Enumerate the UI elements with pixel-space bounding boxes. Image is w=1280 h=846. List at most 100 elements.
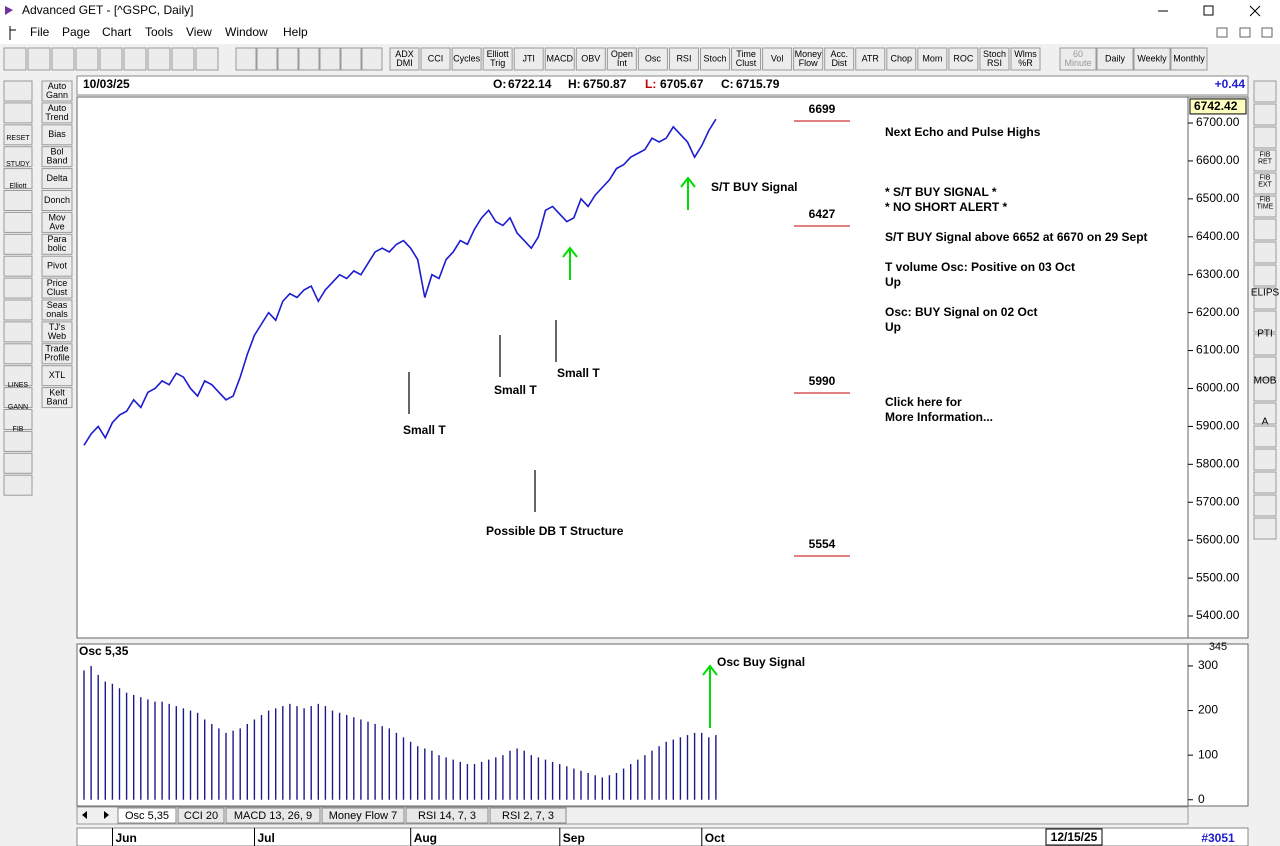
tool-button[interactable] (235, 47, 257, 71)
indicator-button[interactable] (886, 47, 917, 71)
right-tool-button[interactable] (1253, 471, 1277, 494)
tool-button[interactable] (99, 47, 123, 71)
indicator-button[interactable] (420, 47, 451, 71)
left-tool-button[interactable] (3, 211, 33, 233)
left-tool-button[interactable] (3, 80, 33, 102)
right-tool-button[interactable] (1253, 149, 1277, 172)
left-tool-button[interactable] (3, 299, 33, 321)
right-tool-button[interactable] (1253, 195, 1277, 218)
right-tool-button[interactable] (1253, 172, 1277, 195)
indicator-button[interactable] (855, 47, 886, 71)
tool-button[interactable] (51, 47, 75, 71)
tool-button[interactable] (27, 47, 51, 71)
left-tool-button[interactable] (3, 255, 33, 277)
right-tool-button[interactable] (1253, 126, 1277, 149)
study-button[interactable] (41, 146, 73, 168)
menu-item[interactable]: View (186, 25, 212, 39)
menu-item[interactable]: Tools (145, 25, 173, 39)
timeframe-button[interactable] (1170, 47, 1208, 71)
left-tool-button[interactable] (3, 430, 33, 452)
indicator-button[interactable] (948, 47, 979, 71)
right-tool-button[interactable] (1253, 379, 1277, 402)
tab[interactable] (225, 807, 321, 824)
indicator-button[interactable] (1010, 47, 1041, 71)
tool-button[interactable] (340, 47, 362, 71)
study-button[interactable] (41, 168, 73, 190)
timeframe-button[interactable] (1059, 47, 1097, 71)
left-tool-button[interactable] (3, 168, 33, 190)
close[interactable] (1249, 5, 1261, 17)
indicator-button[interactable] (731, 47, 762, 71)
tab[interactable] (489, 807, 567, 824)
study-button[interactable] (41, 233, 73, 255)
tool-button[interactable] (256, 47, 278, 71)
timeframe-button[interactable] (1133, 47, 1171, 71)
right-tool-button[interactable] (1253, 241, 1277, 264)
left-tool-button[interactable] (3, 452, 33, 474)
tool-button[interactable] (319, 47, 341, 71)
tab[interactable] (405, 807, 489, 824)
left-tool-button[interactable] (3, 321, 33, 343)
indicator-button[interactable] (451, 47, 482, 71)
indicator-button[interactable] (544, 47, 575, 71)
indicator-button[interactable] (668, 47, 699, 71)
timeframe-button[interactable] (1096, 47, 1134, 71)
tool-button[interactable] (277, 47, 299, 71)
study-button[interactable] (41, 299, 73, 321)
scroll-right[interactable] (104, 811, 109, 819)
left-tool-button[interactable] (3, 343, 33, 365)
indicator-button[interactable] (793, 47, 824, 71)
study-button[interactable] (41, 255, 73, 277)
right-tool-button[interactable] (1253, 310, 1277, 333)
study-button[interactable] (41, 321, 73, 343)
right-tool-button[interactable] (1253, 103, 1277, 126)
study-button[interactable] (41, 211, 73, 233)
study-button[interactable] (41, 190, 73, 211)
indicator-button[interactable] (575, 47, 606, 71)
left-tool-button[interactable] (3, 409, 33, 430)
study-button[interactable] (41, 80, 73, 102)
menu-item[interactable]: Page (62, 25, 90, 39)
tool-button[interactable] (361, 47, 383, 71)
study-button[interactable] (41, 365, 73, 387)
indicator-button[interactable] (979, 47, 1010, 71)
left-tool-button[interactable] (3, 146, 33, 168)
right-tool-button[interactable] (1253, 494, 1277, 517)
indicator-button[interactable] (606, 47, 637, 71)
tool-button[interactable] (123, 47, 147, 71)
menu-item[interactable]: Help (283, 25, 308, 39)
note[interactable]: Click here for (885, 395, 962, 409)
scroll-left[interactable] (82, 811, 87, 819)
tab[interactable] (117, 807, 177, 824)
left-tool-button[interactable] (3, 190, 33, 211)
indicator-button[interactable] (700, 47, 730, 71)
left-tool-button[interactable] (3, 365, 33, 387)
left-tool-button[interactable] (3, 474, 33, 496)
right-tool-button[interactable] (1253, 425, 1277, 448)
tool-button[interactable] (298, 47, 320, 71)
right-tool-button[interactable] (1253, 80, 1277, 103)
tab[interactable] (321, 807, 405, 824)
indicator-button[interactable] (389, 47, 420, 71)
tool-button[interactable] (147, 47, 171, 71)
study-button[interactable] (41, 277, 73, 299)
left-tool-button[interactable] (3, 277, 33, 299)
left-tool-button[interactable] (3, 233, 33, 255)
indicator-button[interactable] (917, 47, 948, 71)
right-tool-button[interactable] (1253, 517, 1277, 540)
right-tool-button[interactable] (1253, 402, 1277, 425)
study-button[interactable] (41, 124, 73, 146)
note[interactable]: More Information... (885, 410, 993, 424)
mdi-control[interactable] (1239, 27, 1251, 38)
indicator-button[interactable] (824, 47, 855, 71)
right-tool-button[interactable] (1253, 356, 1277, 379)
mdi-control[interactable] (1261, 27, 1273, 38)
tab[interactable] (177, 807, 225, 824)
mdi-control[interactable] (1216, 27, 1228, 38)
right-tool-button[interactable] (1253, 287, 1277, 310)
indicator-button[interactable] (482, 47, 513, 71)
tool-button[interactable] (75, 47, 99, 71)
left-tool-button[interactable] (3, 102, 33, 124)
left-tool-button[interactable] (3, 387, 33, 409)
right-tool-button[interactable] (1253, 264, 1277, 287)
